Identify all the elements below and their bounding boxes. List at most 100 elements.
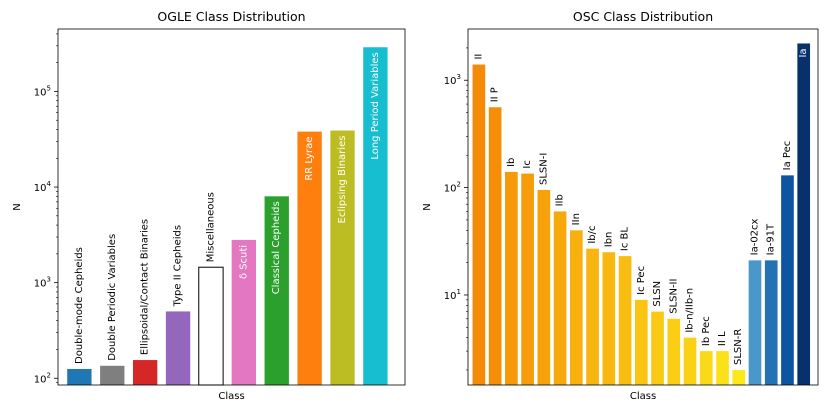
tick-exponent: 2 (457, 181, 461, 189)
osc-bar (699, 351, 713, 385)
osc-bar-label: IIb (555, 194, 566, 206)
osc-y-tick-label: 102 (444, 181, 461, 195)
osc-bar (618, 256, 632, 385)
osc-bar (521, 173, 534, 385)
ogle-bar (297, 131, 322, 385)
ogle-bar (231, 239, 256, 385)
tick-exponent: 3 (457, 73, 461, 81)
ogle-bars (67, 47, 388, 386)
ogle-y-tick-label: 102 (34, 371, 51, 385)
osc-bar-label: SLSN-I (538, 153, 549, 185)
ogle-bar-label: Double Periodic Variables (107, 234, 118, 361)
osc-y-tick-label: 103 (444, 73, 461, 87)
osc-bar-label: Ib/c (587, 225, 598, 243)
osc-bar-label: Ib-n/IIb-n (685, 288, 696, 333)
tick-base: 10 (444, 291, 457, 302)
ogle-bar (363, 47, 388, 386)
osc-y-axis-label: N (422, 203, 433, 210)
ogle-y-tick-label: 103 (34, 276, 51, 290)
tick-base: 10 (34, 279, 47, 290)
ogle-bar (132, 360, 158, 385)
ogle-chart-title: OGLE Class Distribution (157, 9, 305, 24)
tick-exponent: 5 (47, 84, 51, 92)
osc-bar-label: II L (717, 331, 728, 346)
ogle-bar-label: Type II Cepheids (173, 225, 184, 308)
tick-exponent: 2 (47, 371, 51, 379)
tick-base: 10 (34, 374, 47, 385)
osc-bar (781, 175, 794, 385)
osc-bar-label: Ic BL (620, 227, 631, 251)
osc-bar-label: Ibn (603, 232, 614, 248)
osc-bar (634, 299, 648, 385)
ogle-y-axis-label: N (12, 203, 23, 210)
osc-bar-label: IIn (571, 213, 582, 225)
tick-base: 10 (34, 183, 47, 194)
osc-bar-label: Ia-02cx (749, 218, 760, 255)
ogle-y-tick-label: 105 (34, 84, 51, 98)
ogle-bar-label: Classical Cepheids (271, 201, 282, 294)
osc-bar (797, 43, 811, 386)
osc-y-tick-label: 101 (444, 288, 461, 302)
ogle-bar-label: RR Lyrae (304, 137, 315, 181)
osc-bar-label: Ib (506, 158, 517, 167)
ogle-bar-label: Miscellaneous (205, 192, 216, 262)
osc-bar (537, 189, 551, 385)
osc-bar-label: Ib Pec (701, 316, 712, 346)
osc-bar (505, 171, 518, 385)
osc-bar (716, 351, 729, 385)
osc-bar-label: Ic (522, 160, 533, 168)
ogle-bar-label: Double-mode Cepheids (74, 247, 85, 364)
osc-bar (667, 318, 681, 385)
osc-axes-frame (467, 28, 819, 386)
osc-bar (683, 337, 697, 385)
osc-bar (602, 252, 616, 385)
osc-bar-labels: II II P Ib Ic SLSN-I IIb IIn Ib/c Ibn Ic BL Ic Pec… (473, 48, 809, 365)
ogle-bar (67, 368, 92, 385)
ogle-bar (165, 311, 191, 385)
osc-bar (553, 211, 567, 385)
osc-bar (570, 230, 583, 385)
osc-chart-title: OSC Class Distribution (573, 9, 713, 24)
tick-base: 10 (444, 184, 457, 195)
ogle-chart: OGLE Class Distribution Class N Double-m… (12, 9, 406, 402)
osc-bar (764, 260, 778, 385)
osc-x-axis-label: Class (630, 391, 656, 402)
ogle-bar-label: Eclipsing Binaries (337, 136, 348, 224)
ogle-bar-labels: Double-mode Cepheids Double Periodic Vari… (74, 52, 381, 364)
tick-exponent: 1 (457, 288, 461, 296)
tick-base: 10 (444, 76, 457, 87)
osc-bar-label: Ia-91T (766, 223, 777, 255)
osc-bar-label: SLSN (652, 281, 663, 307)
ogle-bar (330, 130, 355, 385)
ogle-bar (264, 196, 289, 385)
osc-bars (472, 43, 811, 386)
osc-bar (651, 311, 664, 385)
ogle-axes-frame (57, 28, 406, 386)
osc-bar (732, 370, 746, 385)
osc-bar-label: SLSN-R (733, 329, 744, 365)
ogle-y-tick-label: 104 (34, 180, 52, 194)
osc-bar (472, 64, 486, 385)
osc-bar (748, 260, 762, 385)
osc-bar-label: SLSN-II (668, 279, 679, 314)
ogle-x-axis-label: Class (218, 391, 244, 402)
tick-base: 10 (34, 87, 47, 98)
ogle-bar-label: δ Scuti (238, 245, 249, 279)
ogle-bar-label: Ellipsoidal/Contact Binaries (140, 219, 151, 355)
osc-bar-label: II P (490, 87, 501, 102)
ogle-bar (100, 365, 125, 385)
tick-exponent: 4 (47, 180, 52, 188)
tick-exponent: 3 (47, 276, 51, 284)
osc-bar-label: Ia (798, 48, 809, 57)
osc-bar-label: Ic Pec (636, 266, 647, 295)
osc-bar-label: Ia Pec (782, 141, 793, 171)
ogle-bar (198, 266, 224, 386)
osc-bar (586, 248, 599, 385)
osc-bar (488, 107, 502, 385)
osc-bar-label: II (473, 54, 484, 60)
